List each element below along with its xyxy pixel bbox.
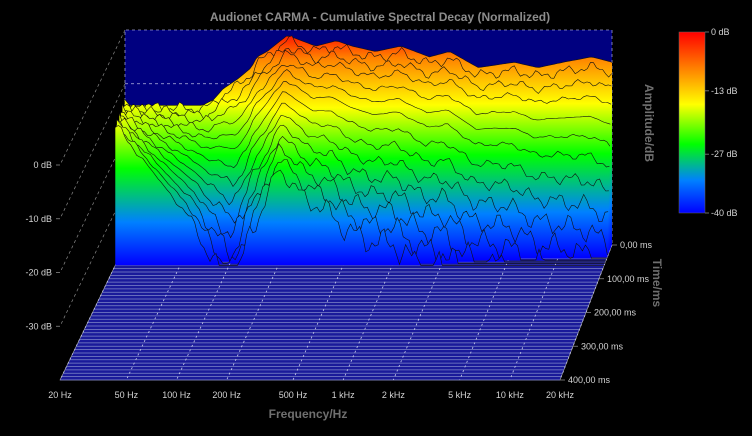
x-tick-label: 50 Hz (115, 390, 139, 400)
decay-slice (115, 125, 605, 266)
colorbar-label: -13 dB (711, 86, 738, 96)
floor-grid (59, 244, 613, 381)
decay-slice-outline (122, 64, 611, 133)
x-tick-label: 10 kHz (496, 390, 525, 400)
decay-slice (117, 120, 607, 261)
z-axis-title: Amplitude/dB (642, 84, 656, 162)
x-tick-label: 100 Hz (162, 390, 191, 400)
decay-slice-outline (124, 35, 612, 115)
decay-slice-outline (116, 119, 606, 263)
decay-slice-outline (115, 125, 605, 266)
x-tick-label: 200 Hz (212, 390, 241, 400)
decay-slice-outline (121, 81, 610, 168)
y-tick-label: 0,00 ms (620, 240, 653, 250)
decay-slice-outline (119, 113, 608, 256)
z-tick-label: -10 dB (25, 214, 52, 224)
x-tick-label: 20 Hz (48, 390, 72, 400)
x-axis: 20 Hz 50 Hz 100 Hz 200 Hz 500 Hz 1 kHz 2 kHz 5 … (48, 390, 574, 400)
x-tick-label: 5 kHz (448, 390, 472, 400)
colorbar-label: -27 dB (711, 149, 738, 159)
decay-slice-outline (123, 49, 612, 125)
decay-slice-outline (122, 69, 611, 147)
decay-slice-outline (120, 91, 609, 192)
colorbar (678, 31, 706, 214)
x-tick-label: 2 kHz (382, 390, 406, 400)
decay-slice-outline (125, 35, 613, 106)
z-tick-label: 0 dB (33, 160, 52, 170)
z-axis: 0 dB -10 dB -20 dB -30 dB (25, 160, 60, 331)
x-tick-label: 1 kHz (332, 390, 356, 400)
left-wall-gridline (59, 137, 126, 273)
decay-slice-outline (117, 119, 607, 261)
floor-frequency-gridline (459, 244, 515, 381)
y-tick-label: 400,00 ms (568, 375, 611, 385)
left-wall-gridline (59, 191, 126, 327)
y-tick-label: 200,00 ms (594, 308, 637, 318)
floor-frequency-gridline (509, 244, 564, 381)
decay-slice-outline (118, 117, 607, 259)
z-tick-label: -30 dB (25, 321, 52, 331)
decay-slice-outline (120, 102, 609, 223)
decay-surface (115, 35, 613, 266)
left-wall-gridline (59, 29, 126, 166)
colorbar-labels: 0 dB -13 dB -27 dB -40 dB (705, 27, 738, 218)
floor-frequency-gridline (559, 244, 613, 381)
colorbar-label: 0 dB (711, 27, 730, 37)
left-wall-gridline (59, 83, 126, 219)
z-tick-label: -20 dB (25, 268, 52, 278)
x-tick-label: 500 Hz (279, 390, 308, 400)
x-axis-title: Frequency/Hz (269, 407, 348, 421)
colorbar-label: -40 dB (711, 208, 738, 218)
x-tick-label: 20 kHz (546, 390, 575, 400)
y-tick-label: 300,00 ms (581, 341, 624, 351)
y-axis: 0,00 ms 100,00 ms 200,00 ms 300,00 ms 400,00… (560, 240, 653, 385)
y-tick-label: 100,00 ms (607, 274, 650, 284)
y-axis-title: Time/ms (650, 259, 664, 308)
floor-frequency-gridline (392, 244, 451, 381)
chart-title: Audionet CARMA - Cumulative Spectral Dec… (210, 10, 550, 24)
